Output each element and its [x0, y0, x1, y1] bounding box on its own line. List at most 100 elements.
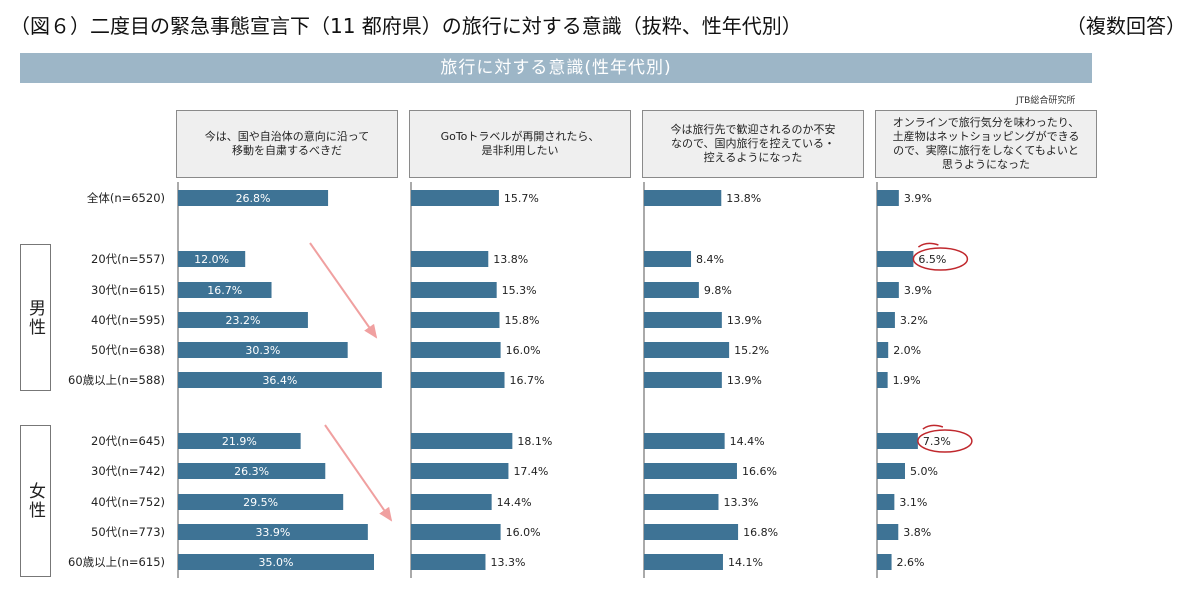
bar-s2-r11: [411, 554, 486, 570]
trend-arrow-1: [309, 242, 378, 339]
value-label-s1-r6: 36.4%: [262, 374, 297, 387]
bar-s3-r7: [644, 433, 725, 449]
bar-s4-r3: [877, 282, 899, 298]
bar-s4-r8: [877, 463, 905, 479]
value-label-s3-r7: 14.4%: [730, 435, 765, 448]
bar-s3-r11: [644, 554, 723, 570]
highlight-swoosh-2: [922, 424, 944, 430]
value-label-s1-r3: 16.7%: [207, 284, 242, 297]
value-label-s2-r8: 17.4%: [513, 465, 548, 478]
bar-s2-r2: [411, 251, 489, 267]
value-label-s2-r11: 13.3%: [490, 556, 525, 569]
bar-s4-r5: [877, 342, 889, 358]
bar-s4-r4: [877, 312, 895, 328]
question-header-4: オンラインで旅行気分を味わったり、 土産物はネットショッピングができる ので、実…: [875, 110, 1097, 178]
value-label-s3-r2: 8.4%: [696, 253, 724, 266]
bar-s3-r9: [644, 494, 719, 510]
row-label-10: 50代(n=773): [91, 525, 165, 539]
bar-s1-r2: [178, 251, 246, 267]
bar-s3-r10: [644, 524, 739, 540]
question-header-3: 今は旅行先で歓迎されるのか不安 なので、国内旅行を控えている・ 控えるようになっ…: [642, 110, 864, 178]
value-label-s3-r5: 15.2%: [734, 344, 769, 357]
multiple-answers-note: （複数回答）: [1066, 14, 1186, 38]
value-label-s1-r2: 12.0%: [194, 253, 229, 266]
value-label-s1-r8: 26.3%: [234, 465, 269, 478]
value-label-s4-r3: 3.9%: [904, 284, 932, 297]
value-label-s3-r3: 9.8%: [704, 284, 732, 297]
bar-s1-r6: [178, 372, 382, 388]
group-male-label: 男性: [25, 298, 45, 337]
row-label-6: 60歳以上(n=588): [68, 373, 165, 387]
row-label-2: 20代(n=557): [91, 252, 165, 266]
value-label-s2-r4: 15.8%: [504, 314, 539, 327]
value-label-s1-r1: 26.8%: [236, 192, 271, 205]
row-label-7: 20代(n=645): [91, 434, 165, 448]
value-label-s1-r4: 23.2%: [225, 314, 260, 327]
group-female-label: 女性: [25, 482, 45, 520]
bar-s3-r2: [644, 251, 692, 267]
value-label-s2-r9: 14.4%: [497, 496, 532, 509]
bar-s2-r1: [411, 190, 499, 206]
value-label-s4-r8: 5.0%: [910, 465, 938, 478]
value-label-s3-r8: 16.6%: [742, 465, 777, 478]
bar-s3-r8: [644, 463, 737, 479]
bar-s2-r5: [411, 342, 501, 358]
bar-s1-r4: [178, 312, 308, 328]
value-label-s1-r9: 29.5%: [243, 496, 278, 509]
value-label-s4-r1: 3.9%: [904, 192, 932, 205]
chart-banner: [20, 53, 1092, 83]
bar-s1-r7: [178, 433, 301, 449]
bar-s2-r8: [411, 463, 509, 479]
bar-s1-r3: [178, 282, 272, 298]
value-label-s2-r3: 15.3%: [502, 284, 537, 297]
value-label-s1-r5: 30.3%: [245, 344, 280, 357]
bar-s4-r9: [877, 494, 895, 510]
group-male-box: 男性: [20, 244, 51, 391]
row-label-5: 50代(n=638): [91, 343, 165, 357]
value-label-s3-r11: 14.1%: [728, 556, 763, 569]
bar-s1-r9: [178, 494, 344, 510]
bar-s4-r6: [877, 372, 888, 388]
bar-s3-r6: [644, 372, 722, 388]
highlight-circle-1: [912, 247, 969, 271]
page-title: （図６）二度目の緊急事態宣言下（11 都府県）の旅行に対する意識（抜粋、性年代別…: [10, 14, 802, 38]
bar-s1-r5: [178, 342, 348, 358]
bar-s4-r1: [877, 190, 899, 206]
value-label-s2-r10: 16.0%: [506, 526, 541, 539]
bar-s1-r10: [178, 524, 368, 540]
value-label-s2-r7: 18.1%: [517, 435, 552, 448]
highlight-circle-2: [917, 429, 973, 453]
bar-s2-r7: [411, 433, 513, 449]
value-label-s3-r6: 13.9%: [727, 374, 762, 387]
bar-s4-r11: [877, 554, 892, 570]
value-label-s4-r9: 3.1%: [899, 496, 927, 509]
value-label-s4-r6: 1.9%: [893, 374, 921, 387]
highlight-swoosh-1: [917, 242, 939, 248]
bar-s1-r11: [178, 554, 374, 570]
chart-banner-title: 旅行に対する意識(性年代別): [440, 58, 672, 78]
row-label-3: 30代(n=615): [91, 283, 165, 297]
bar-s1-r1: [178, 190, 329, 206]
value-label-s2-r1: 15.7%: [504, 192, 539, 205]
value-label-s3-r9: 13.3%: [723, 496, 758, 509]
value-label-s4-r2: 6.5%: [918, 253, 946, 266]
value-label-s4-r10: 3.8%: [903, 526, 931, 539]
bar-s2-r10: [411, 524, 501, 540]
group-female-box: 女性: [20, 425, 51, 577]
row-label-11: 60歳以上(n=615): [68, 555, 165, 569]
bar-s3-r5: [644, 342, 730, 358]
bar-s1-r8: [178, 463, 326, 479]
value-label-s4-r4: 3.2%: [900, 314, 928, 327]
value-label-s3-r1: 13.8%: [726, 192, 761, 205]
bar-s2-r3: [411, 282, 497, 298]
trend-arrow-2: [324, 424, 393, 522]
value-label-s2-r2: 13.8%: [493, 253, 528, 266]
bar-s4-r7: [877, 433, 918, 449]
value-label-s1-r10: 33.9%: [255, 526, 290, 539]
value-label-s1-r11: 35.0%: [259, 556, 294, 569]
row-label-4: 40代(n=595): [91, 313, 165, 327]
source-label: JTB総合研究所: [1016, 96, 1076, 106]
value-label-s3-r4: 13.9%: [727, 314, 762, 327]
value-label-s2-r5: 16.0%: [506, 344, 541, 357]
